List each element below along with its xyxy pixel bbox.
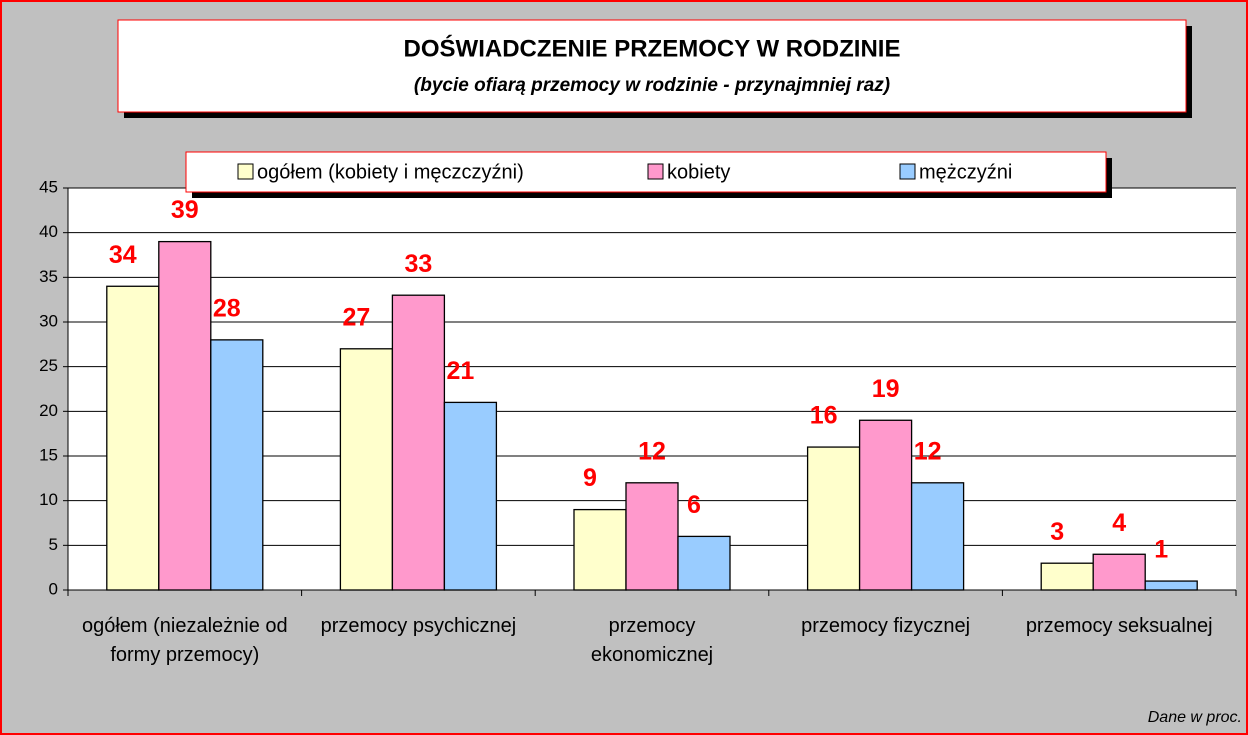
data-label: 21 xyxy=(446,357,474,385)
y-tick-label: 25 xyxy=(39,356,58,375)
bar xyxy=(210,339,264,591)
data-label: 19 xyxy=(872,375,900,403)
legend-label: kobiety xyxy=(667,161,730,183)
bar xyxy=(1040,562,1094,591)
bar xyxy=(158,240,212,591)
legend-swatch xyxy=(899,163,916,180)
data-label: 1 xyxy=(1154,536,1168,564)
y-tick-label: 10 xyxy=(39,490,58,509)
bar xyxy=(910,482,965,591)
bar xyxy=(806,446,861,591)
data-label: 12 xyxy=(638,437,666,465)
x-tick-label: przemocy fizycznej xyxy=(801,615,971,637)
y-tick-label: 0 xyxy=(49,579,58,598)
data-label: 28 xyxy=(213,294,241,322)
y-tick-label: 15 xyxy=(39,445,58,464)
title-box xyxy=(117,19,1187,113)
bar xyxy=(106,285,160,591)
chart-subtitle: (bycie ofiarą przemocy w rodzinie - przy… xyxy=(414,75,890,96)
y-tick-label: 45 xyxy=(39,177,58,196)
chart-title: DOŚWIADCZENIE PRZEMOCY W RODZINIE xyxy=(404,34,901,62)
data-label: 4 xyxy=(1112,509,1126,537)
legend-label: ogółem (kobiety i męczczyźni) xyxy=(257,161,524,183)
bar xyxy=(573,508,627,591)
legend-swatch xyxy=(237,163,254,180)
data-label: 34 xyxy=(109,241,137,269)
x-tick-label: ogółem (niezależnie od formy przemocy) xyxy=(81,615,288,666)
bar xyxy=(443,401,498,591)
data-label: 39 xyxy=(171,196,199,224)
data-label: 16 xyxy=(810,402,838,430)
x-tick-label: przemocy psychicznej xyxy=(320,615,517,637)
bar xyxy=(391,294,446,591)
annotation: Dane w proc. xyxy=(1148,709,1242,726)
y-tick-label: 40 xyxy=(39,222,58,241)
legend-box xyxy=(185,151,1107,193)
x-tick-label: przemocy seksualnej xyxy=(1025,615,1213,637)
data-label: 12 xyxy=(914,437,942,465)
bar xyxy=(339,348,394,591)
bar xyxy=(1144,580,1198,591)
legend-label: mężczyźni xyxy=(919,161,1012,183)
x-tick-label: przemocy ekonomicznej xyxy=(590,615,714,666)
bar xyxy=(858,419,913,591)
data-label: 6 xyxy=(687,491,701,519)
y-tick-label: 30 xyxy=(39,311,58,330)
data-label: 3 xyxy=(1050,518,1064,546)
y-tick-label: 5 xyxy=(49,535,58,554)
bar xyxy=(677,535,731,591)
data-label: 33 xyxy=(404,250,432,278)
bar xyxy=(1092,553,1146,591)
data-label: 9 xyxy=(583,464,597,492)
legend-swatch xyxy=(647,163,664,180)
bar xyxy=(625,482,679,591)
y-tick-label: 35 xyxy=(39,267,58,286)
data-label: 27 xyxy=(342,303,370,331)
y-tick-label: 20 xyxy=(39,401,58,420)
